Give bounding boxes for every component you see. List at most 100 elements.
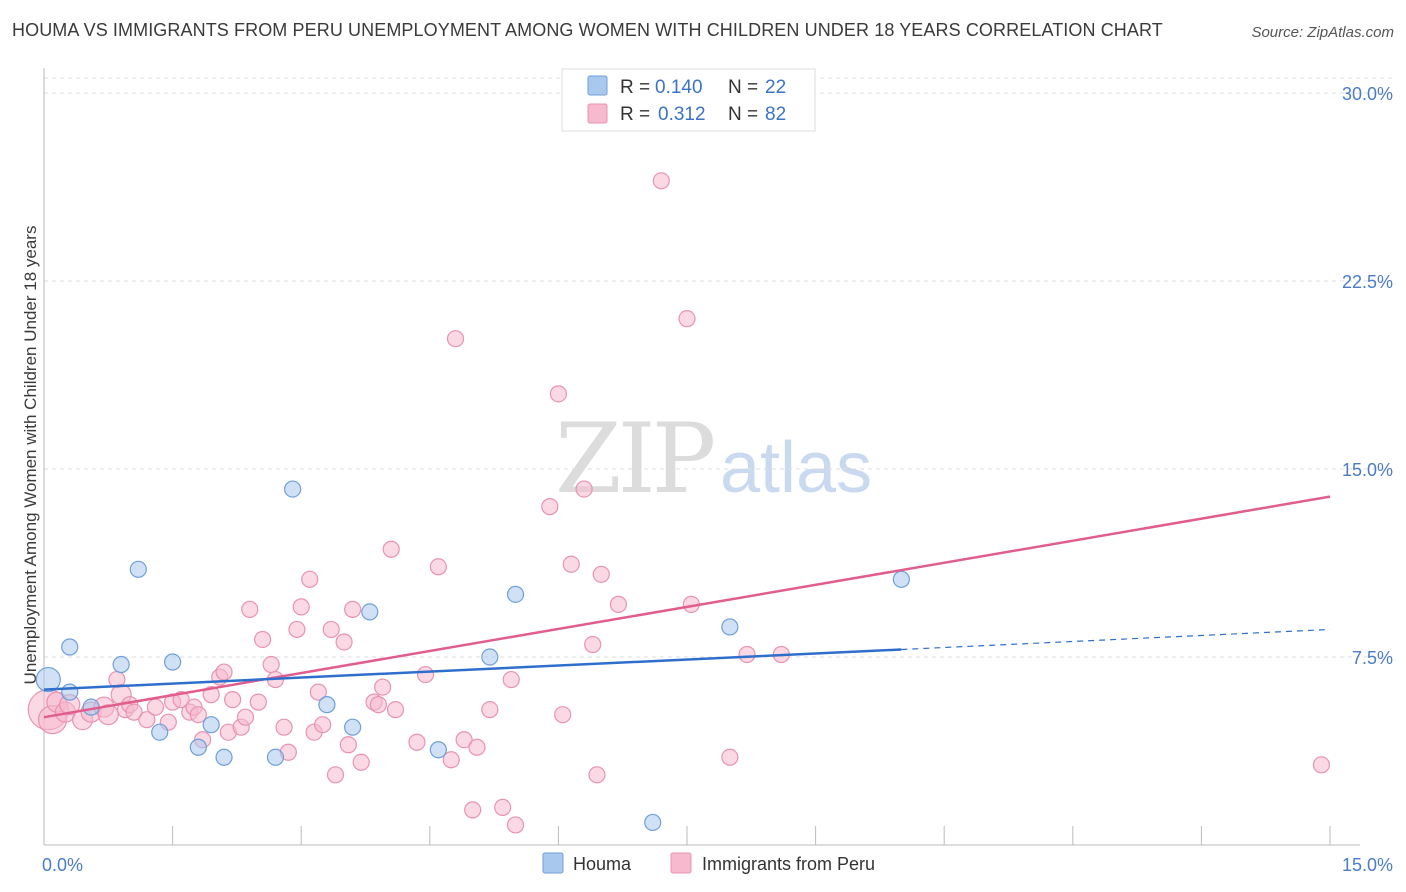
peru-point [554, 706, 572, 724]
peru-point [464, 801, 482, 819]
y-tick-label: 15.0% [1342, 460, 1393, 480]
legend-houma-n-label: N = [728, 77, 758, 98]
legend-peru-r-label: R = [620, 104, 650, 125]
peru-point [249, 693, 267, 711]
houma-point [35, 666, 61, 693]
peru-point [588, 766, 606, 784]
peru-point [494, 798, 512, 817]
peru-point [429, 558, 447, 576]
legend-houma-swatch [587, 75, 608, 96]
peru-point [189, 706, 207, 724]
peru-point [301, 570, 319, 588]
peru-point [1312, 756, 1331, 774]
houma-point [318, 696, 336, 714]
legend-houma-r-label: R = [620, 77, 650, 98]
houma-point [644, 813, 662, 832]
peru-point [172, 691, 190, 709]
houma-point [266, 748, 285, 766]
bottom-legend-houma-label: Houma [573, 854, 632, 874]
houma-point [61, 683, 79, 701]
peru-point [506, 816, 525, 834]
y-tick-label: 7.5% [1352, 648, 1393, 668]
peru-point [481, 701, 499, 719]
houma-point [361, 603, 379, 621]
legend-peru-r-value: 0.312 [658, 104, 706, 125]
peru-point [592, 565, 610, 583]
houma-point [164, 653, 182, 671]
y-tick-label: 30.0% [1342, 84, 1393, 104]
peru-point [575, 480, 593, 498]
peru-point [125, 703, 143, 721]
trend-lines [43, 495, 1331, 719]
houma-point [344, 718, 362, 736]
peru-point [549, 385, 568, 403]
bottom-legend: Houma Immigrants from Peru [542, 852, 875, 874]
peru-point [202, 686, 220, 704]
bottom-legend-houma-swatch [542, 852, 564, 874]
peru-point [326, 766, 345, 784]
peru-point [344, 600, 362, 618]
y-tick-labels: 7.5% 15.0% 22.5% 30.0% [1342, 84, 1393, 668]
chart-title: HOUMA VS IMMIGRANTS FROM PERU UNEMPLOYME… [12, 20, 1163, 40]
legend-peru-n-label: N = [728, 104, 758, 125]
x-tick-label-max: 15.0% [1342, 855, 1393, 875]
peru-point [609, 595, 628, 613]
y-axis-label: Unemployment Among Women with Children U… [21, 226, 40, 685]
houma-point [189, 738, 207, 756]
peru-point [446, 330, 465, 348]
peru-point [562, 555, 580, 573]
legend-houma-n-value: 22 [765, 77, 786, 98]
houma-trend-extension [901, 628, 1331, 651]
bottom-legend-peru-swatch [670, 852, 692, 874]
peru-point [382, 540, 400, 558]
peru-point [288, 620, 306, 639]
watermark-zip: ZIP [555, 403, 714, 515]
houma-point [892, 570, 910, 588]
peru-point [215, 663, 233, 681]
peru-point [721, 748, 739, 766]
houma-point [129, 560, 147, 578]
peru-point [339, 736, 357, 754]
peru-point [262, 655, 280, 674]
x-ticks [172, 826, 1331, 845]
source-label: Source: ZipAtlas.com [1251, 24, 1394, 41]
grid [44, 77, 1392, 658]
peru-point [314, 716, 332, 734]
peru-point [335, 633, 353, 651]
peru-point [442, 751, 460, 769]
peru-point [455, 731, 473, 749]
peru-point [408, 733, 426, 751]
peru-point [292, 598, 310, 616]
peru-point [502, 670, 520, 689]
peru-point [254, 630, 272, 649]
peru-point [386, 701, 405, 719]
legend-peru-n-value: 82 [765, 104, 786, 125]
peru-point [97, 704, 119, 726]
peru-point [322, 620, 340, 639]
houma-trend-line [43, 648, 902, 691]
peru-point [678, 310, 696, 328]
x-tick-label-min: 0.0% [42, 855, 83, 875]
peru-trend-line [43, 495, 1331, 719]
peru-point [352, 753, 370, 771]
legend: R = 0.140 N = 22 R = 0.312 N = 82 [561, 68, 816, 132]
houma-point [202, 716, 220, 734]
watermark-atlas: atlas [720, 428, 872, 508]
houma-point [112, 655, 130, 674]
houma-point [61, 638, 79, 656]
houma-point [284, 480, 302, 498]
peru-point [241, 600, 259, 618]
peru-point [146, 698, 165, 716]
peru-point [738, 645, 756, 664]
houma-point [151, 723, 169, 741]
y-tick-label: 22.5% [1342, 272, 1393, 292]
legend-houma-r-value: 0.140 [655, 77, 703, 98]
peru-point [652, 172, 670, 190]
peru-point [584, 635, 602, 654]
peru-point [369, 696, 387, 714]
houma-point [215, 748, 233, 766]
houma-point [429, 741, 447, 759]
peru-point [224, 691, 242, 709]
houma-point [721, 618, 739, 636]
